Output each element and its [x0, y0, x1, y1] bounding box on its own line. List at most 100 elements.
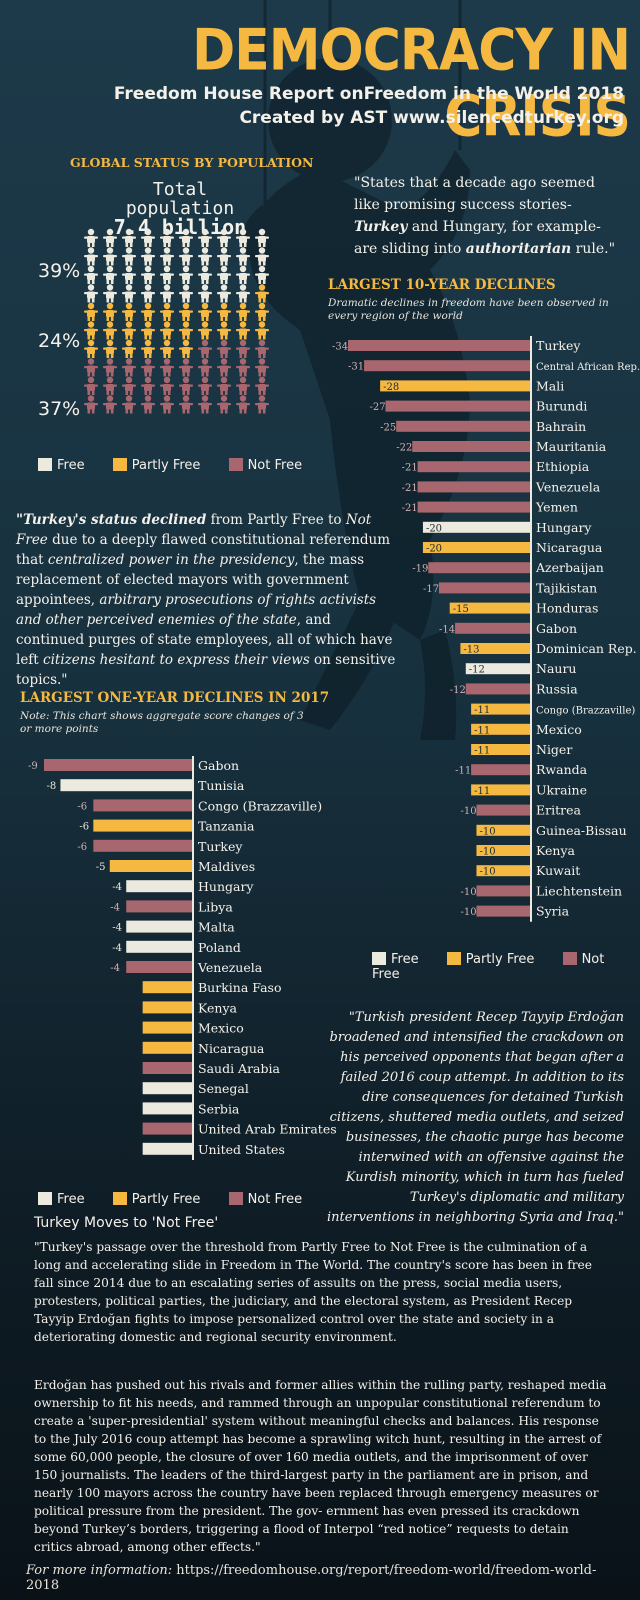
person-icon — [160, 302, 174, 321]
person-icon — [122, 321, 136, 340]
status-text-a: "Turkey's status declined — [16, 512, 207, 528]
person-icon — [84, 302, 98, 321]
bar-one-year — [142, 1142, 192, 1155]
person-icon — [255, 339, 269, 358]
category-label: Malta — [198, 920, 235, 935]
category-label: Mexico — [198, 1021, 244, 1036]
status-text-j: on sensitive topics." — [16, 652, 396, 688]
person-icon — [141, 358, 155, 377]
bar-value-label: -6 — [77, 801, 87, 812]
percent-free: 39% — [38, 260, 81, 282]
bar-10-year — [476, 824, 530, 836]
person-icon — [217, 395, 231, 414]
category-label: Mauritania — [536, 439, 607, 454]
legend-global: Free Partly Free Not Free — [38, 458, 326, 473]
person-icon — [141, 228, 155, 247]
bar-value-label: -31 — [348, 362, 364, 373]
quote-text-authoritarian: authoritarian — [465, 241, 572, 257]
legend-item-free: Free — [372, 952, 419, 967]
category-label: Dominican Rep. — [536, 641, 637, 656]
category-label: Guinea-Bissau — [536, 823, 627, 838]
person-icon — [179, 339, 193, 358]
person-icon — [122, 284, 136, 303]
bar-one-year — [142, 1102, 192, 1115]
category-label: Liechtenstein — [536, 883, 622, 898]
person-icon — [236, 376, 250, 395]
bar-10-year — [460, 643, 530, 654]
person-icon — [236, 284, 250, 303]
person-icon — [236, 395, 250, 414]
person-icon — [198, 247, 212, 266]
bar-value-label: -6 — [77, 842, 87, 853]
status-text-c: Not Free — [16, 512, 372, 548]
person-icon — [84, 358, 98, 377]
category-label: Senegal — [198, 1081, 249, 1096]
person-icon — [103, 321, 117, 340]
bar-one-year — [109, 860, 192, 872]
person-icon — [160, 395, 174, 414]
bar-value-label: -19 — [412, 564, 428, 575]
category-label: Mexico — [536, 722, 582, 737]
legend-label-free: Free — [57, 1192, 85, 1207]
legend-label-partly-free: Partly Free — [131, 1192, 201, 1207]
person-icon — [217, 321, 231, 340]
person-icon — [198, 376, 212, 395]
bar-value-label: -20 — [426, 523, 442, 534]
person-icon — [198, 358, 212, 377]
legend-item-free: Free — [38, 458, 85, 473]
subtitle: Freedom House Report onFreedom in the Wo… — [113, 84, 624, 104]
bar-one-year — [142, 1001, 192, 1014]
legend-swatch-free — [38, 1192, 52, 1205]
legend-item-free: Free — [38, 1192, 85, 1207]
bar-value-label: -10 — [479, 847, 495, 858]
person-icon — [84, 395, 98, 414]
credit-line: Created by AST www.silencedturkey.org — [239, 108, 624, 128]
status-text-d: due to a deeply flawed constitutional re… — [16, 532, 391, 568]
turkey-status-paragraph: "Turkey's status declined from Partly Fr… — [16, 510, 402, 690]
person-icon — [122, 302, 136, 321]
category-label: Gabon — [198, 758, 239, 773]
legend-label-free: Free — [391, 952, 419, 967]
category-label: Tajikistan — [536, 580, 597, 595]
category-label: Russia — [536, 681, 578, 696]
person-icon — [236, 247, 250, 266]
category-label: Kenya — [536, 843, 576, 858]
person-icon — [255, 265, 269, 284]
person-icon — [236, 358, 250, 377]
person-icon — [255, 321, 269, 340]
bar-10-year — [412, 441, 530, 452]
category-label: Nicaragua — [536, 540, 603, 555]
bar-one-year — [60, 779, 192, 792]
bar-10-year — [417, 481, 530, 493]
legend-swatch-not-free — [228, 1192, 243, 1205]
more-info-url[interactable]: https://freedomhouse.org/report/freedom-… — [26, 1563, 597, 1593]
status-text-b: from Partly Free to — [206, 512, 346, 528]
category-label: United Arab Emirates — [198, 1122, 337, 1137]
category-label: Rwanda — [536, 762, 588, 777]
bar-10-year — [476, 865, 530, 877]
bar-10-year — [476, 885, 530, 897]
category-label: Hungary — [536, 520, 592, 535]
bar-value-label: -21 — [402, 463, 418, 474]
category-label: Serbia — [198, 1101, 240, 1116]
bar-value-label: -17 — [423, 584, 439, 595]
person-icon — [160, 247, 174, 266]
category-label: Poland — [198, 940, 241, 955]
person-icon — [141, 376, 155, 395]
bar-value-label: -14 — [439, 624, 455, 635]
bar-value-label: -11 — [474, 746, 490, 757]
legend-swatch-partly-free — [112, 1192, 127, 1205]
person-icon — [198, 321, 212, 340]
bar-10-year — [417, 461, 530, 473]
bar-value-label: -4 — [110, 963, 120, 974]
category-label: Congo (Brazzaville) — [536, 706, 635, 717]
person-icon — [179, 395, 193, 414]
person-icon — [122, 395, 136, 414]
person-icon — [103, 395, 117, 414]
person-icon — [217, 302, 231, 321]
percent-not-free: 37% — [38, 398, 81, 420]
category-label: Kenya — [198, 1000, 238, 1015]
legend-swatch-free — [372, 952, 386, 965]
status-text-g: arbitrary prosecutions of rights activis… — [16, 592, 377, 628]
legend-item-not-free: Not Free — [228, 458, 302, 473]
